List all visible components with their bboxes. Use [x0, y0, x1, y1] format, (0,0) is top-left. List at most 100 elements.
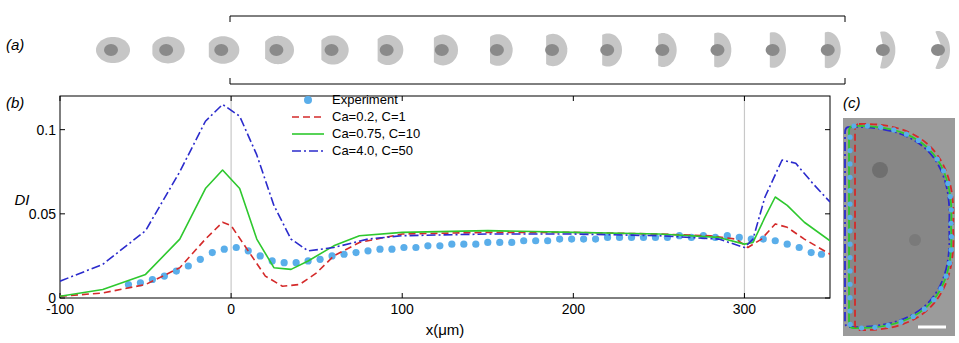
- contour-dot: [847, 201, 852, 206]
- data-point: [808, 249, 815, 256]
- x-tick: [744, 293, 745, 298]
- cell-granule: [872, 162, 888, 178]
- contour-dot: [847, 175, 852, 180]
- y-tick-label: 0.1: [37, 122, 57, 138]
- nucleus: [710, 44, 724, 56]
- data-point: [364, 247, 371, 254]
- contour: [855, 124, 953, 330]
- contour-dot: [847, 215, 852, 220]
- contour-dot: [898, 319, 903, 324]
- contour-dot: [872, 325, 877, 330]
- data-point: [484, 239, 491, 246]
- data-point: [496, 239, 503, 246]
- data-point: [197, 256, 204, 263]
- contour-dot: [945, 181, 950, 186]
- legend-label: Ca=4.0, C=50: [332, 143, 413, 158]
- x-tick: [402, 293, 403, 298]
- x-tick: [573, 293, 574, 298]
- contour-dot: [922, 307, 927, 312]
- x-tick-label: 200: [562, 301, 586, 317]
- data-point: [772, 237, 779, 244]
- contour-dot: [847, 135, 852, 140]
- x-tick: [744, 96, 745, 101]
- data-point: [221, 246, 228, 253]
- data-point: [736, 234, 743, 241]
- data-line: [60, 170, 830, 296]
- cell-image: [843, 118, 955, 336]
- data-point: [257, 252, 264, 259]
- cell-shape: [265, 36, 294, 64]
- data-point: [388, 246, 395, 253]
- data-point: [352, 249, 359, 256]
- cell-shape: [321, 35, 348, 64]
- scale-bar: [918, 326, 946, 329]
- data-point: [592, 235, 599, 242]
- contour-dot: [859, 325, 864, 330]
- contour-dot: [948, 194, 953, 199]
- bracket: [230, 78, 845, 84]
- contour-dot: [938, 286, 943, 291]
- nucleus: [214, 44, 228, 56]
- bracket: [230, 16, 845, 22]
- data-point: [448, 241, 455, 248]
- cell-shape: [209, 36, 240, 64]
- data-point: [568, 235, 575, 242]
- legend-line: [292, 133, 324, 135]
- contour-dot: [947, 261, 952, 266]
- nucleus: [435, 44, 449, 56]
- contour-dot: [931, 297, 936, 302]
- y-tick-label: 0.05: [29, 206, 56, 222]
- y-tick: [825, 213, 830, 214]
- y-axis-title: DI: [15, 191, 30, 208]
- cell-shape: [152, 37, 184, 64]
- data-point: [316, 256, 323, 263]
- data-point: [580, 235, 587, 242]
- nucleus: [655, 44, 669, 56]
- x-tick: [231, 293, 232, 298]
- data-point: [460, 241, 467, 248]
- contour-dot: [948, 247, 953, 252]
- data-point: [233, 244, 240, 251]
- legend-label: Ca=0.75, C=10: [332, 126, 420, 141]
- cell-shape: [434, 35, 458, 66]
- data-point: [185, 262, 192, 269]
- reference-line: [744, 96, 745, 298]
- legend: ExperimentCa=0.2, C=1Ca=0.75, C=10Ca=4.0…: [292, 92, 420, 158]
- x-tick-label: 100: [391, 301, 415, 317]
- data-line: [60, 104, 830, 281]
- contour-dot: [944, 274, 949, 279]
- cell-granule: [909, 234, 921, 246]
- data-point: [376, 246, 383, 253]
- data-point: [400, 244, 407, 251]
- data-point: [508, 239, 515, 246]
- contour-dot: [949, 234, 954, 239]
- contour-dot: [847, 295, 852, 300]
- contour-dot: [878, 125, 883, 130]
- x-tick: [60, 96, 61, 101]
- contour-dot: [926, 146, 931, 151]
- data-point: [532, 237, 539, 244]
- contour-dot: [949, 221, 954, 226]
- data-layer: [60, 104, 830, 296]
- contour-dot: [886, 323, 891, 328]
- cell-body: [849, 127, 950, 327]
- data-point: [209, 249, 216, 256]
- data-point: [544, 237, 551, 244]
- contour-dot: [847, 308, 852, 313]
- contour-dot: [847, 268, 852, 273]
- panel-label: (c): [843, 94, 861, 111]
- contour-guide: [850, 126, 951, 328]
- contour-dot: [847, 255, 852, 260]
- contour: [849, 126, 951, 328]
- data-point: [424, 242, 431, 249]
- contour-dot: [847, 282, 852, 287]
- y-tick: [60, 129, 65, 130]
- legend-line: [292, 116, 324, 118]
- contour: [845, 127, 949, 327]
- nucleus: [876, 44, 890, 56]
- contour-dot: [847, 161, 852, 166]
- contour-dot: [847, 228, 852, 233]
- contour-dot: [847, 242, 852, 247]
- nucleus: [159, 44, 173, 56]
- contour-dot: [847, 188, 852, 193]
